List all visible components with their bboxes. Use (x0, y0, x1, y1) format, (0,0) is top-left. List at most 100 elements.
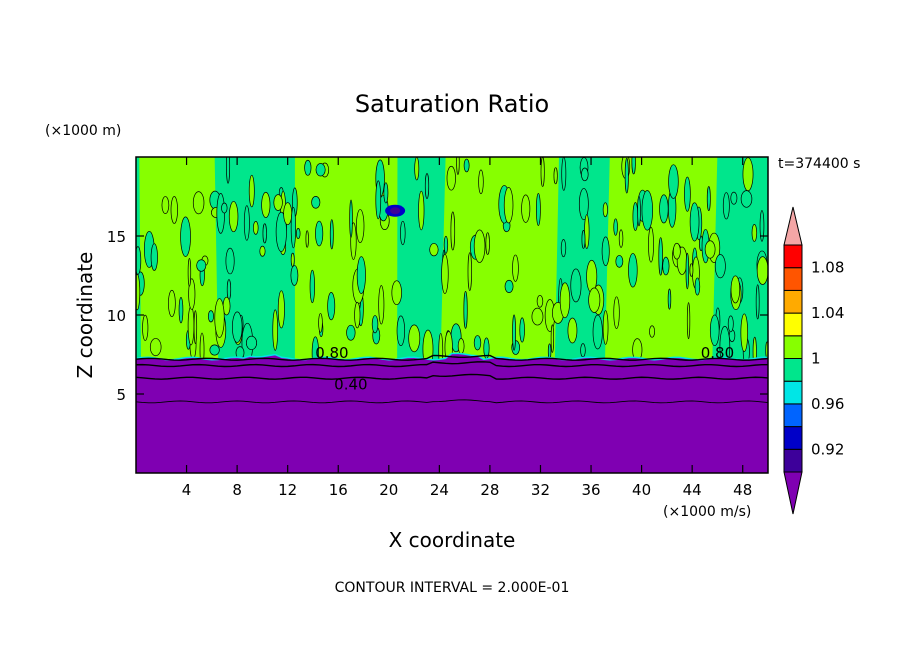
field-blob (631, 157, 636, 175)
x-tick-label: 12 (278, 481, 297, 499)
field-blob (759, 210, 765, 242)
colorbar-bin (783, 267, 803, 291)
field-blob (553, 167, 558, 185)
field-band (292, 157, 398, 360)
field-blob (295, 227, 301, 240)
field-blob (221, 202, 228, 214)
contour-label: 0.40 (334, 376, 367, 394)
field-blob (473, 229, 486, 263)
colorbar-bin (783, 206, 803, 246)
colorbar-bin (783, 289, 803, 314)
field-blob (327, 292, 336, 321)
field-blob (659, 194, 669, 224)
x-tick-label: 20 (379, 481, 398, 499)
field-blob (602, 202, 608, 218)
field-blob (318, 313, 323, 333)
field-blob (730, 191, 738, 205)
field-blob (418, 190, 425, 231)
contour-lines (136, 354, 768, 404)
field-blob (193, 310, 198, 345)
field-dry-spot (390, 207, 401, 215)
contour-line (136, 361, 768, 368)
field-blob (290, 252, 295, 267)
field-blob (371, 315, 379, 334)
contour-line (136, 373, 768, 380)
colorbar-label: 1.08 (811, 259, 844, 277)
field-blob (467, 252, 472, 291)
field-blob (414, 157, 420, 181)
field-blob (649, 325, 656, 338)
field-blob (209, 344, 220, 356)
field-blob (689, 202, 700, 242)
field-blob (259, 245, 266, 257)
y-axis-ticks: 5 10 15 (107, 228, 768, 404)
field-blob (580, 343, 586, 358)
field-blob (170, 196, 178, 224)
field-blob (275, 211, 287, 252)
field-blob (142, 314, 149, 341)
field-blob (592, 314, 603, 350)
field-blob (315, 220, 324, 247)
field-blob (446, 165, 456, 191)
colorbar-bin (783, 448, 803, 473)
field-blob (443, 235, 449, 254)
time-label: t=374400 s (778, 156, 860, 172)
field-blob (457, 338, 465, 355)
field-blob (618, 229, 624, 248)
field-blob (504, 279, 514, 293)
x-axis-ticks: 4 8 12 16 20 24 28 32 36 40 44 48 (182, 157, 752, 499)
field-blob (685, 252, 690, 290)
field-blob (751, 224, 758, 242)
field-blob (290, 206, 297, 249)
field-blob (560, 239, 567, 258)
field-blob (180, 216, 191, 257)
colorbar: 0.92 0.96 1 1.04 1.08 (783, 206, 844, 515)
field-blob (521, 194, 531, 223)
colorbar-bin (783, 244, 803, 269)
field-blob (615, 255, 624, 268)
field-blob (192, 191, 205, 215)
field-blob (601, 236, 610, 267)
x-tick-label: 24 (430, 481, 449, 499)
field-blob (684, 176, 691, 212)
x-tick-label: 48 (733, 481, 752, 499)
field-blob (536, 294, 544, 308)
x-tick-label: 4 (182, 481, 192, 499)
field-blob (581, 167, 589, 182)
field-blob (730, 275, 741, 304)
field-blob (290, 265, 299, 286)
contour-line (136, 399, 768, 404)
field-blob (309, 269, 315, 304)
field-blob (740, 313, 749, 352)
x-units-label: (×1000 m/s) (663, 504, 751, 520)
field-blob (214, 298, 225, 338)
colorbar-bin (783, 426, 803, 450)
field-blob (473, 335, 482, 351)
field-blob (349, 199, 353, 238)
field-blob (311, 196, 321, 209)
field-blob (485, 232, 490, 255)
chart-title: Saturation Ratio (355, 90, 549, 118)
field-blob (216, 193, 225, 234)
field-blob (391, 280, 402, 306)
field-blob (632, 202, 639, 231)
contour-interval-note: CONTOUR INTERVAL = 2.000E-01 (335, 580, 570, 596)
field-blob (441, 253, 449, 294)
field-blob (207, 310, 214, 323)
x-tick-label: 8 (232, 481, 242, 499)
field-blob (187, 257, 192, 287)
field-blob (261, 191, 271, 218)
field-blob (354, 301, 361, 329)
field-blob (561, 157, 567, 191)
field-blob (519, 317, 525, 343)
field-blob (637, 195, 641, 227)
colorbar-label: 0.96 (811, 395, 844, 413)
field-blob (559, 282, 571, 319)
field-blob (641, 190, 653, 231)
colorbar-label: 1.04 (811, 304, 844, 322)
field-blob (667, 288, 672, 310)
field-blob (581, 230, 586, 249)
field-blob (424, 173, 430, 199)
x-axis-label: X coordinate (389, 528, 516, 552)
